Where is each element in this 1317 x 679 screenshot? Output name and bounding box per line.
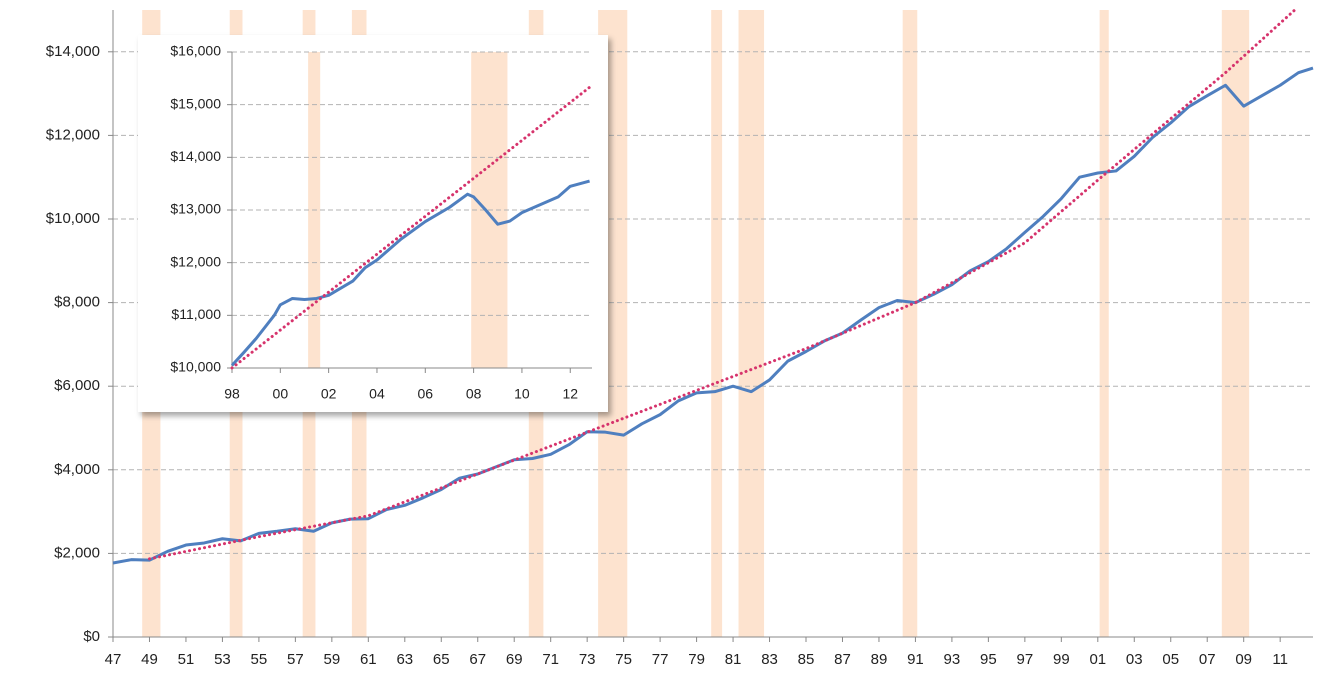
x-tick-label: 93: [944, 651, 961, 668]
y-tick-label: $12,000: [170, 253, 221, 269]
y-tick-label: $8,000: [54, 294, 100, 311]
x-tick-label: 77: [652, 651, 669, 668]
x-tick-label: 79: [688, 651, 705, 668]
data-line: [112, 66, 1314, 565]
y-tick-label: $10,000: [170, 359, 221, 375]
x-tick-label: 89: [871, 651, 888, 668]
x-tick-label: 65: [433, 651, 450, 668]
x-tick-label: 49: [141, 651, 158, 668]
x-tick-label: 87: [834, 651, 851, 668]
x-tick-label: 67: [469, 651, 486, 668]
recession-band: [1099, 10, 1109, 637]
x-tick-label: 81: [725, 651, 742, 668]
x-tick-label: 05: [1162, 651, 1179, 668]
x-tick-label: 57: [287, 651, 304, 668]
x-tick-label: 00: [273, 386, 289, 402]
recession-band: [711, 10, 723, 637]
x-tick-label: 75: [615, 651, 632, 668]
inset-box: [138, 35, 608, 412]
recession-band: [1221, 10, 1250, 637]
x-tick-label: 10: [514, 386, 530, 402]
x-tick-label: 53: [214, 651, 231, 668]
x-tick-label: 61: [360, 651, 377, 668]
x-tick-label: 63: [396, 651, 413, 668]
recession-band: [902, 10, 918, 637]
y-tick-label: $14,000: [170, 148, 221, 164]
y-tick-label: $14,000: [46, 43, 100, 60]
x-tick-label: 59: [324, 651, 341, 668]
x-tick-label: 97: [1017, 651, 1034, 668]
x-tick-label: 95: [980, 651, 997, 668]
x-tick-label: 71: [542, 651, 559, 668]
x-tick-label: 91: [907, 651, 924, 668]
recession-band: [738, 10, 765, 637]
x-tick-label: 04: [369, 386, 385, 402]
x-tick-label: 11: [1272, 651, 1288, 668]
inset-panel: $10,000 $11,000 $12,000 $13,000 $14,000 $15,0…: [170, 43, 592, 402]
y-tick-label: $12,000: [46, 126, 100, 143]
y-tick-label: $2,000: [54, 544, 100, 561]
x-tick-label: 03: [1126, 651, 1143, 668]
x-tick-label: 69: [506, 651, 523, 668]
x-tick-label: 06: [417, 386, 433, 402]
y-tick-label: $15,000: [170, 95, 221, 111]
x-tick-label: 47: [105, 651, 122, 668]
y-tick-label: $16,000: [170, 43, 221, 59]
x-tick-label: 55: [251, 651, 268, 668]
data-line: [230, 179, 590, 367]
trend-line: [230, 85, 592, 370]
y-tick-label: $0: [83, 628, 100, 645]
y-tick-label: $11,000: [171, 306, 221, 322]
x-tick-label: 98: [224, 386, 240, 402]
x-tick-label: 83: [761, 651, 778, 668]
x-tick-label: 01: [1089, 651, 1106, 668]
y-tick-label: $6,000: [54, 377, 100, 394]
x-tick-label: 07: [1199, 651, 1216, 668]
y-tick-label: $10,000: [46, 210, 100, 227]
x-tick-label: 51: [178, 651, 195, 668]
x-tick-label: 02: [321, 386, 337, 402]
y-tick-label: $13,000: [170, 201, 221, 217]
x-tick-label: 73: [579, 651, 596, 668]
x-tick-label: 09: [1235, 651, 1252, 668]
trend-line: [147, 8, 1297, 561]
x-tick-label: 99: [1053, 651, 1070, 668]
x-tick-label: 12: [562, 386, 578, 402]
y-tick-label: $4,000: [54, 461, 100, 478]
x-tick-label: 08: [466, 386, 482, 402]
x-tick-label: 85: [798, 651, 815, 668]
